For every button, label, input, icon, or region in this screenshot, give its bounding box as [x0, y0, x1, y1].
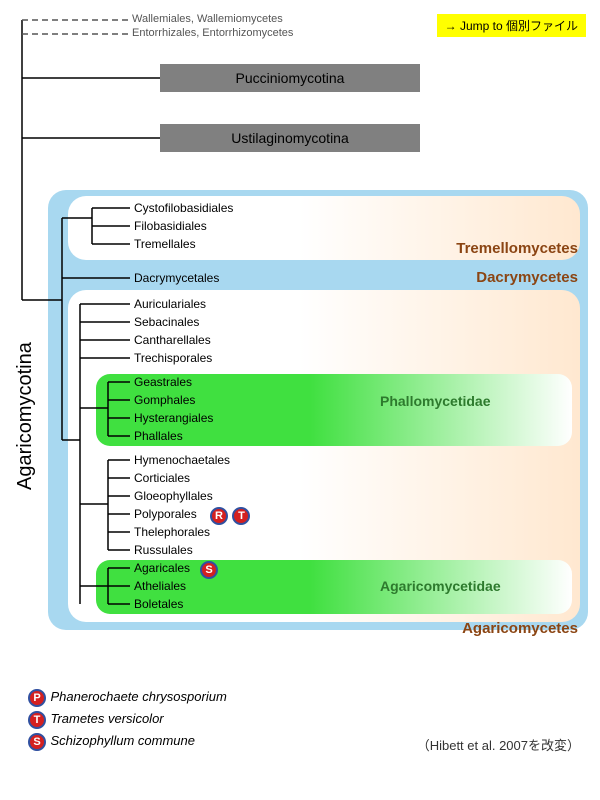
legend-badge-t: T — [28, 711, 46, 729]
taxon: Auriculariales — [134, 297, 206, 311]
legend-name: Trametes versicolor — [50, 711, 163, 726]
taxon: Sebacinales — [134, 315, 199, 329]
agaricomycetidae-label: Agaricomycetidae — [380, 578, 501, 594]
taxon: Boletales — [134, 597, 183, 611]
incertae-1: Wallemiales, Wallemiomycetes — [132, 13, 283, 25]
taxon: Corticiales — [134, 471, 190, 485]
taxon: Thelephorales — [134, 525, 210, 539]
taxon: Russulales — [134, 543, 193, 557]
taxon: Atheliales — [134, 579, 186, 593]
taxon: Hymenochaetales — [134, 453, 230, 467]
citation: （Hibett et al. 2007を改変） — [417, 735, 580, 754]
agaricomycotina-label: Agaricomycotina — [14, 342, 37, 490]
badge-group-agaricales: S — [200, 560, 218, 579]
incertae-2: Entorrhizales, Entorrhizomycetes — [132, 27, 293, 39]
taxon: Trechisporales — [134, 351, 212, 365]
taxon: Tremellales — [134, 237, 196, 251]
taxon: Cystofilobasidiales — [134, 201, 233, 215]
phallomycetidae-label: Phallomycetidae — [380, 393, 491, 409]
taxon: Polyporales — [134, 507, 197, 521]
badge-s: S — [200, 561, 218, 579]
phylogeny-canvas: → Jump to 個別ファイル Pucciniomycotina Ustila… — [0, 0, 600, 800]
legend-name: Phanerochaete chrysosporium — [50, 689, 226, 704]
legend-badge-p: P — [28, 689, 46, 707]
taxon: Agaricales — [134, 561, 190, 575]
badge-t: T — [232, 507, 250, 525]
taxon: Filobasidiales — [134, 219, 207, 233]
dacrymycetes-label: Dacrymycetes — [476, 269, 578, 286]
tremellomycetes-label: Tremellomycetes — [456, 240, 578, 257]
taxon: Gloeophyllales — [134, 489, 213, 503]
taxon: Hysterangiales — [134, 411, 213, 425]
tree-svg — [0, 0, 600, 660]
taxon: Cantharellales — [134, 333, 211, 347]
taxon: Phallales — [134, 429, 183, 443]
legend-name: Schizophyllum commune — [50, 733, 195, 748]
taxon: Geastrales — [134, 375, 192, 389]
taxon: Gomphales — [134, 393, 195, 407]
legend-badge-s: S — [28, 733, 46, 751]
taxon: Dacrymycetales — [134, 271, 219, 285]
badge-group-polyporales: R T — [210, 506, 250, 525]
badge-r: R — [210, 507, 228, 525]
agaricomycetes-label: Agaricomycetes — [462, 620, 578, 637]
legend: P Phanerochaete chrysosporium T Trametes… — [28, 688, 227, 751]
